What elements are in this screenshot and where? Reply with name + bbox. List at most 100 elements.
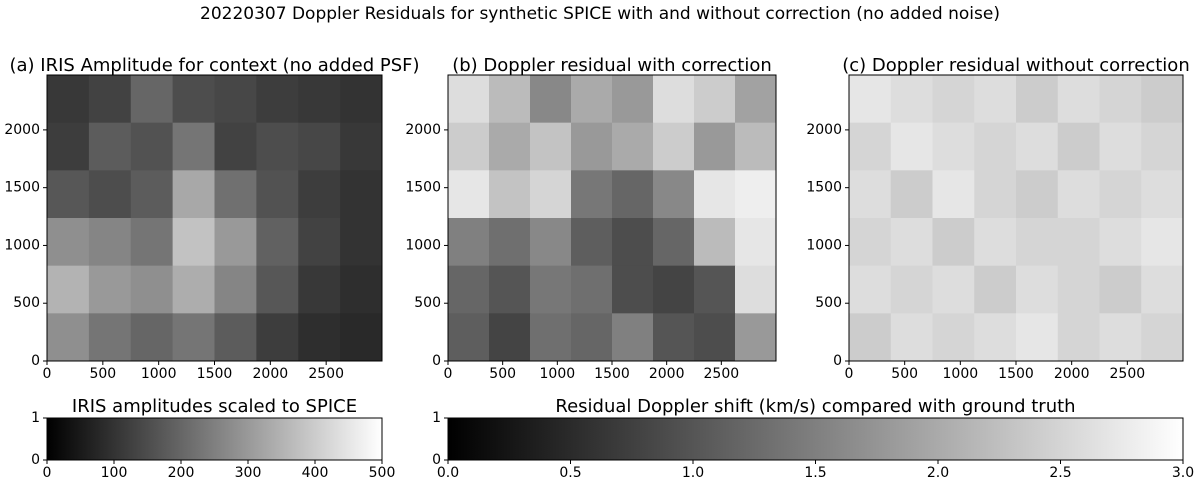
heatmap-cell: [653, 218, 695, 267]
y-tick-label: 500: [815, 295, 842, 311]
heatmap-cell: [448, 122, 490, 171]
heatmap-cell: [974, 265, 1017, 314]
heatmap-cell: [890, 170, 933, 219]
heatmap-cell: [530, 313, 572, 362]
heatmap-cell: [571, 218, 613, 267]
heatmap-cell: [47, 75, 90, 124]
heatmap-cell: [735, 265, 777, 314]
heatmap-cell: [1016, 122, 1059, 171]
x-tick-label: 1.5: [804, 465, 826, 481]
heatmap-cell: [172, 170, 215, 219]
heatmap-cell: [1099, 170, 1142, 219]
heatmap-cell: [489, 265, 531, 314]
heatmap-cell: [130, 170, 174, 219]
heatmap-cell: [653, 75, 695, 124]
x-tick-label: 500: [489, 366, 516, 382]
x-tick-label: 500: [891, 366, 918, 382]
x-tick-label: 0: [845, 366, 854, 382]
heatmap-cell: [974, 170, 1017, 219]
heatmap-cell: [1016, 75, 1059, 124]
heatmap-cell: [974, 313, 1017, 362]
heatmap-cell: [298, 265, 341, 314]
heatmap-cell: [1057, 218, 1100, 267]
heatmap-cell: [974, 75, 1017, 124]
y-tick-label: 0: [31, 452, 40, 468]
heatmap-cell: [694, 218, 736, 267]
heatmap-cell: [890, 265, 933, 314]
heatmap-cell: [1057, 265, 1100, 314]
heatmap-cell: [298, 313, 341, 362]
heatmap-cell: [88, 218, 132, 267]
heatmap-cell: [448, 218, 490, 267]
heatmap-cell: [448, 313, 490, 362]
heatmap-cell: [530, 75, 572, 124]
heatmap-cell: [47, 170, 90, 219]
heatmap-cell: [340, 265, 383, 314]
figure-title: 20220307 Doppler Residuals for synthetic…: [200, 4, 1000, 24]
x-tick-label: 2000: [253, 366, 289, 382]
x-tick-label: 500: [89, 366, 116, 382]
heatmap-cell: [849, 265, 892, 314]
heatmap-cell: [340, 122, 383, 171]
heatmap-cell: [172, 265, 215, 314]
heatmap-cell: [571, 170, 613, 219]
colorbar: [46, 417, 383, 461]
heatmap-cell: [298, 170, 341, 219]
heatmap-cell: [340, 313, 383, 362]
y-tick-label: 2000: [405, 122, 441, 138]
y-tick-label: 0: [31, 353, 40, 369]
heatmap-cell: [214, 313, 257, 362]
heatmap-cell: [88, 170, 132, 219]
heatmap-cell: [1057, 122, 1100, 171]
heatmap-cell: [890, 218, 933, 267]
heatmap-cell: [1141, 170, 1184, 219]
heatmap-cell: [932, 313, 975, 362]
y-tick-label: 1000: [806, 237, 842, 253]
heatmap-cell: [130, 75, 174, 124]
x-tick-label: 1500: [594, 366, 630, 382]
panel-title: (c) Doppler residual without correction: [842, 55, 1189, 76]
heatmap-cell: [448, 170, 490, 219]
heatmap-cell: [1099, 122, 1142, 171]
heatmap-cell: [1099, 265, 1142, 314]
heatmap-cell: [612, 75, 654, 124]
x-tick-label: 500: [369, 465, 396, 481]
heatmap-cell: [530, 218, 572, 267]
heatmap-cell: [256, 170, 299, 219]
heatmap-cell: [653, 170, 695, 219]
heatmap-cell: [340, 75, 383, 124]
x-tick-label: 0: [43, 465, 52, 481]
heatmap-cell: [1099, 75, 1142, 124]
heatmap-cell: [256, 218, 299, 267]
heatmap-cell: [653, 313, 695, 362]
y-tick-label: 500: [13, 295, 40, 311]
x-tick-label: 2500: [704, 366, 740, 382]
heatmap-cell: [849, 122, 892, 171]
heatmap-cell: [256, 122, 299, 171]
y-tick-label: 1500: [405, 180, 441, 196]
heatmap-cell: [571, 265, 613, 314]
heatmap-cell: [172, 122, 215, 171]
heatmap-cell: [298, 218, 341, 267]
heatmap-cell: [340, 170, 383, 219]
heatmap-cell: [1057, 75, 1100, 124]
heatmap-cell: [298, 122, 341, 171]
heatmap-cell: [530, 122, 572, 171]
y-tick-label: 0: [833, 353, 842, 369]
heatmap-cell: [694, 75, 736, 124]
heatmap-cell: [1099, 313, 1142, 362]
heatmap-cell: [214, 170, 257, 219]
colorbar-title: IRIS amplitudes scaled to SPICE: [72, 396, 357, 417]
y-tick-label: 0: [432, 452, 441, 468]
heatmap-cell: [1099, 218, 1142, 267]
x-tick-label: 2000: [1054, 366, 1090, 382]
heatmap-cell: [88, 313, 132, 362]
heatmap-cell: [694, 170, 736, 219]
x-tick-label: 0.0: [437, 465, 459, 481]
heatmap-cell: [974, 122, 1017, 171]
heatmap-cell: [256, 75, 299, 124]
heatmap-cell: [214, 75, 257, 124]
heatmap-cell: [653, 122, 695, 171]
heatmap-cell: [130, 122, 174, 171]
